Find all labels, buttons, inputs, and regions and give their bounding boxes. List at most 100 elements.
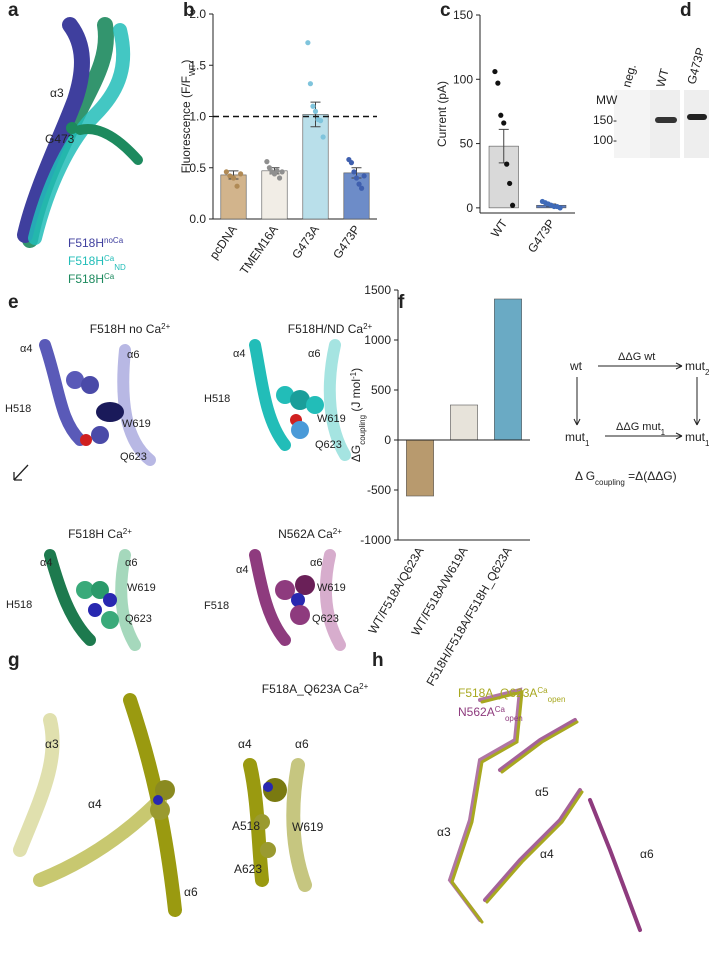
helix-label: α4	[540, 847, 554, 861]
y-tick-label: -500	[367, 483, 391, 497]
atom	[66, 371, 84, 389]
atom	[290, 605, 310, 625]
data-point	[310, 103, 316, 109]
helix-label: W619	[292, 820, 324, 834]
marker-label: 150-	[593, 113, 617, 127]
residue-label: Q623	[312, 613, 339, 625]
data-point	[501, 120, 507, 126]
residue-label: Q623	[125, 613, 152, 625]
scheme-node-part: 1	[585, 439, 590, 448]
data-point	[358, 185, 365, 191]
y-tick-label: 50	[460, 137, 474, 151]
x-tick-label: pcDNA	[207, 223, 240, 262]
helix	[17, 17, 90, 243]
scheme-equation-part: Δ G	[575, 469, 595, 483]
structure-title: F518A_Q623A Ca2+	[262, 682, 369, 697]
scheme-node-part: mut	[685, 430, 706, 444]
residue-label: W619	[122, 418, 151, 430]
structure-h	[447, 687, 642, 932]
data-point	[305, 40, 311, 46]
scheme-arrow-label: ΔΔG mut1	[616, 421, 666, 437]
residue-label: H518	[5, 403, 31, 415]
data-point	[361, 173, 367, 179]
structure-a	[17, 17, 143, 248]
scheme-equation: Δ Gcoupling =Δ(ΔΔG)	[575, 469, 677, 487]
bar	[406, 439, 434, 497]
data-point	[223, 169, 229, 175]
blot-lane	[650, 90, 680, 158]
y-axis-label-part: Fluorescence (F/F	[179, 76, 193, 173]
y-tick-label: 0	[384, 433, 391, 447]
scheme-node: wt	[569, 359, 583, 373]
x-tick-label: G473P	[330, 223, 363, 262]
blot-band	[687, 114, 707, 120]
atom	[91, 426, 109, 444]
bar	[302, 114, 329, 220]
helix-label: α6	[184, 885, 198, 899]
data-point	[509, 202, 516, 208]
atom	[291, 421, 309, 439]
structure-title: F518H no Ca2+	[90, 322, 171, 337]
scheme-equation-part: =Δ(ΔΔG)	[625, 469, 677, 483]
legend-entry-part: Ca	[104, 254, 115, 263]
data-point	[264, 159, 270, 165]
data-point	[492, 68, 498, 75]
data-point	[351, 169, 357, 175]
helix	[13, 713, 60, 857]
atom	[76, 581, 94, 599]
residue-label: α6	[308, 348, 320, 360]
residue-label: H518	[6, 599, 32, 611]
legend-entry-part: F518A_Q623A	[458, 686, 537, 700]
scheme-node-part: 1+2	[705, 439, 709, 448]
legend-entry: F518A_Q623ACaopen	[458, 686, 565, 704]
lane-label: G473P	[684, 46, 707, 86]
scheme-node-part: mut	[685, 359, 706, 373]
structure-title-part: 2+	[333, 527, 342, 536]
residue-label: Q623	[315, 439, 342, 451]
helix	[115, 549, 141, 651]
y-axis-label: ΔGcoupling (J mol-1)	[349, 368, 367, 462]
residue-label: W619	[127, 582, 156, 594]
helix	[319, 549, 346, 651]
arrow	[693, 377, 701, 426]
structure-title: F518H Ca2+	[68, 527, 132, 542]
bar	[220, 174, 247, 220]
scheme-arrows	[573, 362, 701, 440]
scheme-arrow-label: ΔΔG wt	[618, 351, 655, 363]
legend-entry-part: Ca	[537, 686, 548, 695]
y-axis-label: Current (pA)	[435, 81, 449, 147]
y-tick-label: 1000	[364, 333, 391, 347]
atom	[91, 581, 109, 599]
residue-label: Q623	[120, 451, 147, 463]
arrow	[573, 377, 581, 426]
lane-label: neg.	[619, 63, 639, 89]
residue-label: α4	[233, 348, 245, 360]
atom	[80, 434, 92, 446]
atom	[254, 814, 270, 830]
structure-title-part: F518H/ND Ca	[288, 322, 364, 336]
arrow	[598, 362, 683, 370]
y-axis-label-part: -1	[349, 371, 358, 379]
legend-entry: F518HCa	[68, 272, 115, 287]
trace	[588, 798, 642, 932]
structure-title-part: F518H Ca	[68, 527, 123, 541]
data-point	[507, 180, 513, 187]
data-point	[238, 171, 244, 177]
legend-entry-part: noCa	[104, 236, 124, 245]
structure-e	[13, 339, 351, 651]
bar	[261, 170, 288, 220]
atom	[96, 402, 124, 422]
atom	[276, 386, 294, 404]
y-tick-label: 0.5	[189, 161, 206, 175]
trace	[483, 718, 582, 902]
y-tick-label: -1000	[360, 533, 391, 547]
atom	[153, 795, 163, 805]
residue-label: W619	[317, 582, 346, 594]
legend-entry-part: F518H	[68, 254, 104, 268]
y-axis-label: Fluorescence (F/FWT)	[179, 60, 197, 174]
legend-entry-part: ND	[114, 263, 126, 272]
y-tick-label: 0.0	[189, 212, 206, 226]
structure-title-part: F518H no Ca	[90, 322, 162, 336]
helix-label: α3	[437, 825, 451, 839]
atom	[81, 376, 99, 394]
